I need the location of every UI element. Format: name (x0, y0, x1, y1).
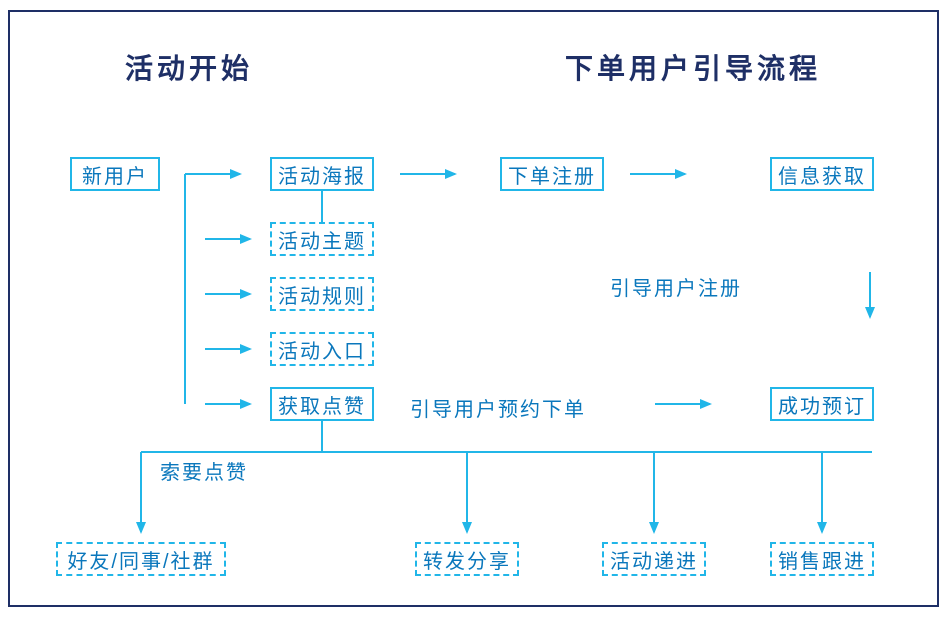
title-title_right: 下单用户引导流程 (565, 47, 821, 87)
node-sales: 销售跟进 (770, 542, 874, 576)
node-new_user: 新用户 (70, 157, 160, 191)
node-friends: 好友/同事/社群 (56, 542, 226, 576)
node-rules: 活动规则 (270, 277, 374, 311)
node-order_reg: 下单注册 (500, 157, 604, 191)
node-success: 成功预订 (770, 387, 874, 421)
node-progress: 活动递进 (602, 542, 706, 576)
node-share: 转发分享 (415, 542, 519, 576)
label-guide_reg: 引导用户注册 (610, 272, 742, 301)
label-ask_likes: 索要点赞 (160, 456, 248, 485)
node-poster: 活动海报 (270, 157, 374, 191)
label-guide_booking: 引导用户预约下单 (410, 393, 586, 422)
connectors-layer (10, 12, 937, 605)
node-info_get: 信息获取 (770, 157, 874, 191)
node-entry: 活动入口 (270, 332, 374, 366)
title-title_left: 活动开始 (125, 47, 253, 87)
node-get_likes: 获取点赞 (270, 387, 374, 421)
diagram-frame: 活动开始 下单用户引导流程 新用户 活动海报 下单注册 信息获取活动主题活动规则活动入口… (8, 10, 939, 607)
node-topic: 活动主题 (270, 222, 374, 256)
